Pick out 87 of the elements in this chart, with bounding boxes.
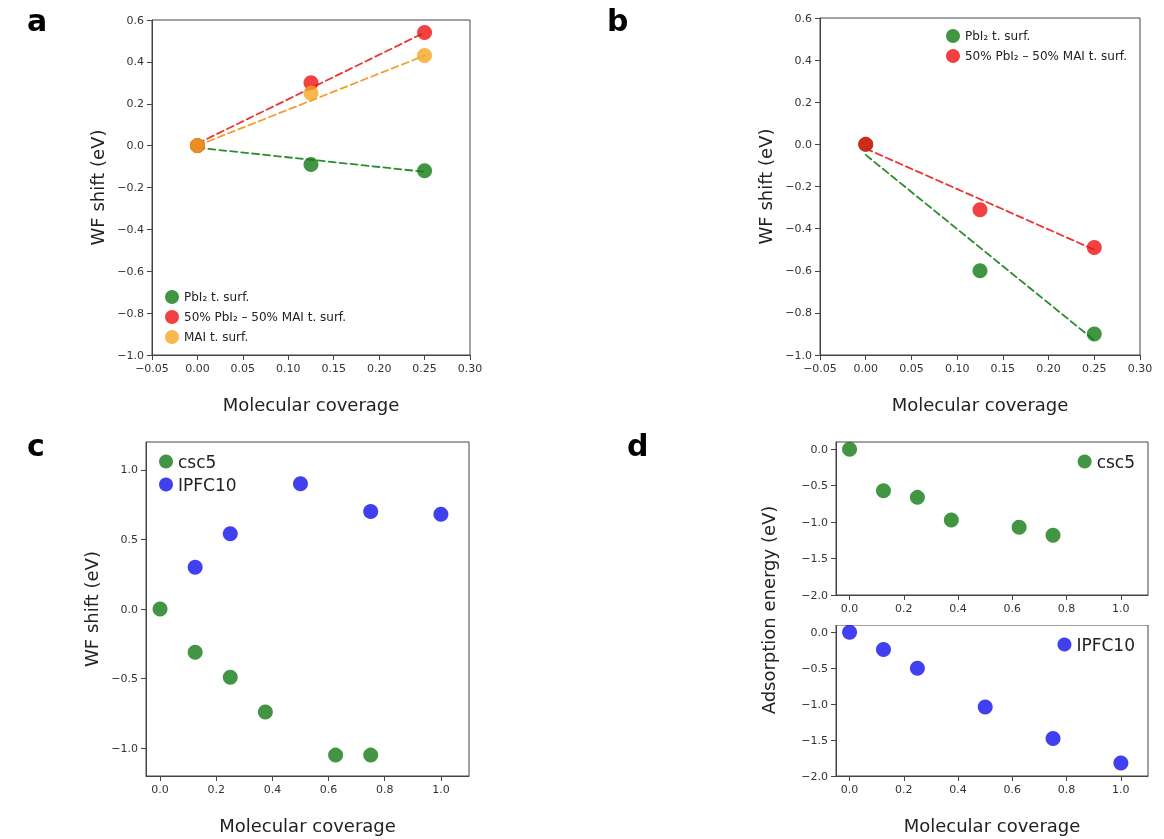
legend-label: PbI₂ t. surf. [184, 290, 250, 304]
x-tick-label: 1.0 [432, 783, 450, 796]
x-tick-label: 0.00 [185, 362, 210, 375]
y-tick-label: −1.0 [111, 741, 138, 755]
x-tick-label: −0.05 [803, 362, 837, 375]
y-tick-label: −1.5 [801, 733, 828, 747]
legend-label: csc5 [178, 451, 217, 472]
y-tick-label: 0.2 [794, 95, 812, 109]
y-tick-label: −0.6 [785, 264, 812, 278]
x-tick-label: 0.25 [412, 362, 437, 375]
legend-label: MAI t. surf. [184, 330, 249, 344]
x-tick-label: 0.0 [151, 783, 169, 796]
x-tick-label: 1.0 [1112, 783, 1130, 796]
legend-label: IPFC10 [1076, 634, 1135, 655]
y-tick-label: −0.6 [117, 264, 144, 278]
y-tick-label: 0.0 [810, 625, 828, 639]
x-tick-label: 0.2 [895, 602, 913, 615]
y-tick-label: −1.0 [801, 697, 828, 711]
y-axis-title: WF shift (eV) [754, 128, 776, 245]
y-tick-label: −0.8 [785, 306, 812, 320]
y-tick-label: 0.0 [810, 442, 828, 456]
y-tick-label: 0.6 [794, 11, 812, 25]
x-tick-label: 0.15 [321, 362, 346, 375]
chart-title: d [627, 427, 649, 463]
legend-label: 50% PbI₂ – 50% MAI t. surf. [964, 49, 1127, 63]
x-tick-label: 0.6 [319, 783, 338, 796]
x-tick-label: −0.05 [135, 362, 169, 375]
y-tick-label: −0.2 [117, 181, 144, 194]
y-tick-label: 0.0 [794, 137, 812, 151]
y-tick-label: 0.0 [126, 139, 144, 153]
x-tick-label: 0.30 [1127, 362, 1153, 375]
x-tick-label: 0.0 [840, 783, 859, 796]
x-tick-label: 0.00 [853, 362, 878, 375]
y-tick-label: 0.6 [126, 13, 144, 27]
legend-label: IPFC10 [178, 474, 237, 495]
x-tick-label: 0.10 [944, 362, 970, 375]
legend-label: 50% PbI₂ – 50% MAI t. surf. [184, 310, 347, 324]
x-tick-label: 0.4 [949, 602, 967, 615]
x-tick-label: 0.8 [1057, 783, 1076, 796]
y-tick-label: 0.4 [126, 55, 144, 69]
x-axis-title: Molecular coverage [219, 814, 396, 836]
x-tick-label: 0.2 [895, 783, 913, 796]
chart-title: a [27, 2, 48, 38]
y-tick-label: −1.0 [785, 348, 812, 362]
y-tick-label: −0.5 [111, 672, 138, 686]
legend-label: csc5 [1096, 451, 1136, 472]
y-axis-title: WF shift (eV) [86, 129, 108, 246]
x-tick-label: 0.05 [230, 362, 256, 375]
y-tick-label: −1.0 [117, 348, 144, 362]
x-tick-label: 0.10 [276, 362, 301, 375]
x-tick-label: 0.4 [949, 783, 967, 796]
x-tick-label: 0.8 [1057, 602, 1076, 615]
y-tick-label: 0.5 [120, 532, 138, 546]
y-tick-label: −0.4 [117, 222, 144, 236]
y-axis-title: Adsorption energy (eV) [757, 505, 779, 715]
y-tick-label: −0.5 [801, 661, 828, 675]
y-tick-label: −0.4 [785, 222, 812, 236]
y-tick-label: −0.2 [785, 180, 812, 193]
x-tick-label: 0.15 [990, 362, 1016, 375]
x-axis-title: Molecular coverage [891, 393, 1069, 415]
legend-label: PbI₂ t. surf. [964, 29, 1031, 43]
y-tick-label: −1.5 [801, 552, 828, 566]
y-tick-label: −0.5 [801, 479, 828, 493]
x-axis-title: Molecular coverage [903, 814, 1081, 836]
y-axis-title: WF shift (eV) [80, 551, 102, 667]
x-tick-label: 0.20 [366, 362, 392, 375]
y-tick-label: −0.8 [117, 306, 144, 320]
x-tick-label: 0.4 [263, 783, 282, 796]
y-tick-label: −1.0 [801, 515, 828, 529]
x-tick-label: 0.25 [1082, 362, 1107, 375]
x-tick-label: 0.20 [1036, 362, 1061, 375]
x-tick-label: 0.8 [375, 783, 394, 796]
y-tick-label: −2.0 [801, 769, 828, 783]
x-tick-label: 0.30 [457, 362, 483, 375]
y-tick-label: −2.0 [801, 588, 828, 602]
y-tick-label: 0.4 [794, 53, 812, 67]
y-tick-label: 1.0 [120, 463, 138, 477]
chart-title: c [27, 427, 45, 463]
chart-title: b [607, 2, 629, 38]
x-tick-label: 0.2 [207, 783, 225, 796]
x-tick-label: 1.0 [1112, 602, 1130, 615]
x-tick-label: 0.6 [1003, 783, 1022, 796]
y-tick-label: 0.2 [126, 97, 144, 111]
x-tick-label: 0.05 [899, 362, 924, 375]
x-tick-label: 0.6 [1003, 602, 1022, 615]
x-axis-title: Molecular coverage [222, 393, 400, 415]
x-tick-label: 0.0 [840, 602, 859, 615]
